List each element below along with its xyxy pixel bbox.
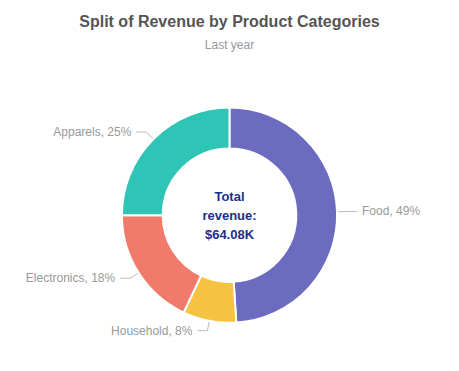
svg-text:Split of Revenue by Product Ca: Split of Revenue by Product Categories: [79, 13, 380, 30]
svg-text:Food, 49%: Food, 49%: [362, 204, 420, 218]
svg-text:$64.08K: $64.08K: [205, 227, 255, 242]
svg-text:Total: Total: [214, 189, 244, 204]
svg-text:Household, 8%: Household, 8%: [111, 324, 193, 338]
svg-text:Apparels, 25%: Apparels, 25%: [53, 125, 131, 139]
svg-text:Last year: Last year: [205, 38, 254, 52]
svg-text:Electronics, 18%: Electronics, 18%: [26, 271, 116, 285]
svg-text:revenue:: revenue:: [202, 208, 256, 223]
